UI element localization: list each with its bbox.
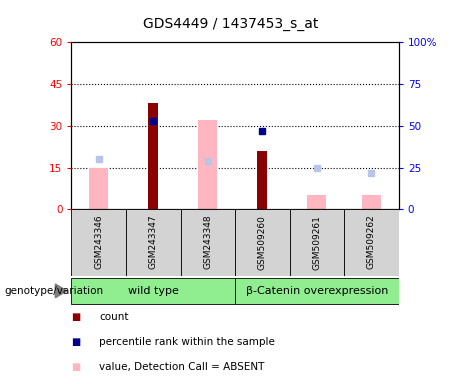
- Polygon shape: [55, 284, 67, 298]
- Bar: [198, 120, 218, 209]
- Text: ■: ■: [71, 337, 81, 347]
- Bar: [307, 195, 326, 209]
- FancyBboxPatch shape: [181, 209, 235, 276]
- Text: wild type: wild type: [128, 286, 179, 296]
- FancyBboxPatch shape: [71, 209, 126, 276]
- FancyBboxPatch shape: [235, 209, 290, 276]
- Text: GSM243347: GSM243347: [149, 215, 158, 269]
- FancyBboxPatch shape: [126, 209, 181, 276]
- Text: percentile rank within the sample: percentile rank within the sample: [99, 337, 275, 347]
- Bar: [258, 151, 267, 209]
- Text: GDS4449 / 1437453_s_at: GDS4449 / 1437453_s_at: [143, 17, 318, 31]
- FancyBboxPatch shape: [344, 209, 399, 276]
- Text: ■: ■: [71, 312, 81, 322]
- Text: count: count: [99, 312, 129, 322]
- Bar: [89, 167, 108, 209]
- Text: value, Detection Call = ABSENT: value, Detection Call = ABSENT: [99, 362, 265, 372]
- FancyBboxPatch shape: [235, 278, 399, 304]
- Text: genotype/variation: genotype/variation: [5, 286, 104, 296]
- Text: GSM243348: GSM243348: [203, 215, 213, 269]
- Text: GSM509260: GSM509260: [258, 215, 267, 270]
- Text: GSM509261: GSM509261: [313, 215, 321, 270]
- Bar: [362, 195, 381, 209]
- Bar: [148, 104, 158, 209]
- Text: GSM509262: GSM509262: [367, 215, 376, 270]
- Text: GSM243346: GSM243346: [94, 215, 103, 269]
- Text: β-Catenin overexpression: β-Catenin overexpression: [246, 286, 388, 296]
- Text: ■: ■: [71, 362, 81, 372]
- FancyBboxPatch shape: [71, 278, 235, 304]
- FancyBboxPatch shape: [290, 209, 344, 276]
